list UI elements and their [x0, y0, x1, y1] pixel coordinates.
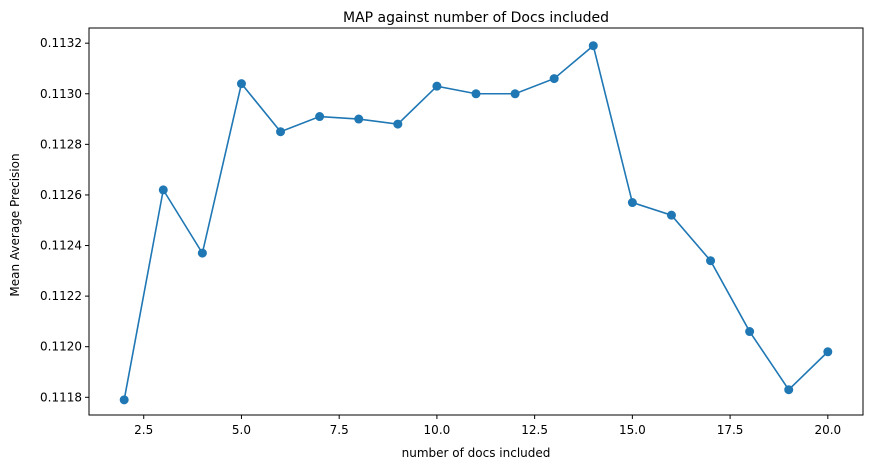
- x-axis: 2.5 5.0 7.5 10.0 12.5 15.0 17.5 20.0: [134, 415, 841, 437]
- series-line: [123, 44, 829, 400]
- x-tick-label: 7.5: [330, 423, 349, 437]
- x-tick-label: 17.5: [717, 423, 744, 437]
- x-tick-label: 12.5: [521, 423, 548, 437]
- x-tick-label: 15.0: [619, 423, 646, 437]
- data-point: [588, 41, 598, 51]
- data-point: [236, 79, 246, 89]
- data-point: [706, 256, 716, 266]
- data-point: [745, 327, 755, 337]
- plot-area-frame: [88, 27, 864, 416]
- data-point: [666, 210, 676, 220]
- y-tick-label: 0.1120: [40, 340, 82, 354]
- data-point: [471, 89, 481, 99]
- data-point: [784, 385, 794, 395]
- x-tick-label: 10.0: [424, 423, 451, 437]
- y-tick-label: 0.1124: [40, 239, 82, 253]
- y-tick-label: 0.1132: [40, 36, 82, 50]
- x-tick-label: 20.0: [814, 423, 841, 437]
- x-tick-label: 2.5: [134, 423, 153, 437]
- data-point: [158, 185, 168, 195]
- y-tick-label: 0.1122: [40, 289, 82, 303]
- y-tick-label: 0.1126: [40, 188, 82, 202]
- y-axis: 0.1118 0.1120 0.1122 0.1124 0.1126 0.1128 0.11…: [40, 36, 89, 404]
- data-point: [432, 81, 442, 91]
- data-point: [119, 395, 129, 405]
- data-point: [510, 89, 520, 99]
- y-tick-label: 0.1128: [40, 137, 82, 151]
- data-point: [354, 114, 364, 124]
- data-point: [276, 127, 286, 137]
- y-tick-label: 0.1130: [40, 87, 82, 101]
- data-point: [393, 119, 403, 129]
- y-tick-label: 0.1118: [40, 390, 82, 404]
- data-point: [197, 248, 207, 258]
- data-point: [315, 112, 325, 122]
- data-point: [823, 347, 833, 357]
- chart-title: MAP against number of Docs included: [343, 10, 609, 26]
- data-point: [627, 198, 637, 208]
- x-axis-label: number of docs included: [402, 446, 551, 460]
- data-point: [549, 74, 559, 84]
- y-axis-label: Mean Average Precision: [8, 153, 22, 296]
- x-tick-label: 5.0: [232, 423, 251, 437]
- data-points: [119, 41, 833, 405]
